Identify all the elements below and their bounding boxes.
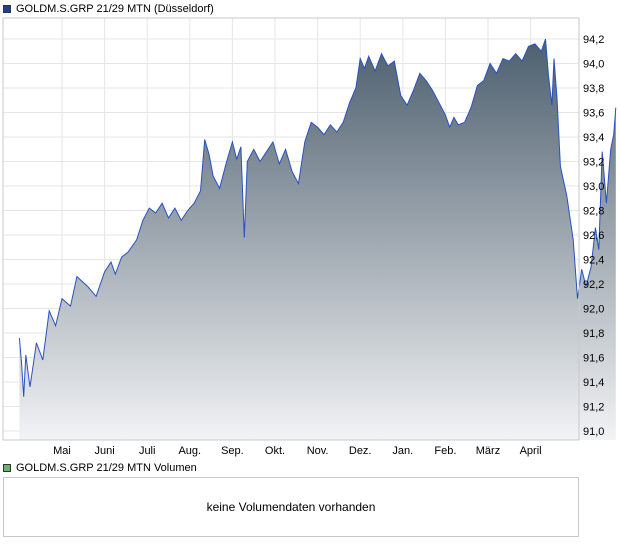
x-tick-label: Jan. xyxy=(392,445,413,457)
y-tick-label: 91,0 xyxy=(583,426,604,438)
y-tick-label: 93,2 xyxy=(583,157,604,169)
legend-volume-label: GOLDM.S.GRP 21/29 MTN Volumen xyxy=(16,462,197,474)
x-tick-label: Dez. xyxy=(349,445,372,457)
x-tick-label: April xyxy=(520,445,542,457)
x-axis: Mai Juni Juli Aug. Sep. Okt. Nov. Dez. Jan. Feb. M… xyxy=(53,445,541,457)
y-tick-label: 93,0 xyxy=(583,181,604,193)
x-tick-label: Juni xyxy=(95,445,115,457)
volume-empty-message: keine Volumendaten vorhanden xyxy=(206,500,376,514)
y-tick-label: 94,2 xyxy=(583,34,604,46)
price-area xyxy=(19,39,616,440)
y-tick-label: 91,6 xyxy=(583,353,604,365)
price-line xyxy=(18,38,617,397)
legend-price-swatch xyxy=(3,5,11,13)
price-chart: 94,2 94,0 93,8 93,6 93,4 93,2 93,0 92,8 92,6 92,4… xyxy=(2,17,617,457)
y-tick-label: 93,6 xyxy=(583,108,604,120)
y-tick-label: 92,2 xyxy=(583,279,604,291)
legend-volume: GOLDM.S.GRP 21/29 MTN Volumen xyxy=(3,461,197,475)
y-tick-label: 93,4 xyxy=(583,132,604,144)
x-tick-label: Aug. xyxy=(178,445,201,457)
y-tick-label: 92,4 xyxy=(583,255,604,267)
x-tick-label: Feb. xyxy=(434,445,456,457)
x-tick-label: Nov. xyxy=(307,445,329,457)
x-tick-label: Juli xyxy=(139,445,156,457)
y-tick-label: 92,0 xyxy=(583,304,604,316)
y-tick-label: 91,4 xyxy=(583,377,604,389)
x-tick-label: Okt. xyxy=(265,445,285,457)
x-tick-label: Sep. xyxy=(221,445,244,457)
legend-price-label: GOLDM.S.GRP 21/29 MTN (Düsseldorf) xyxy=(16,3,214,15)
x-tick-label: Mai xyxy=(53,445,71,457)
plot-frame xyxy=(2,17,580,441)
y-axis: 94,2 94,0 93,8 93,6 93,4 93,2 93,0 92,8 92,6 92,4… xyxy=(583,34,604,438)
y-tick-label: 91,2 xyxy=(583,402,604,414)
y-tick-label: 93,8 xyxy=(583,83,604,95)
x-tick-label: März xyxy=(476,445,500,457)
legend-price: GOLDM.S.GRP 21/29 MTN (Düsseldorf) xyxy=(3,2,214,16)
y-tick-label: 94,0 xyxy=(583,59,604,71)
y-tick-label: 92,8 xyxy=(583,206,604,218)
legend-volume-swatch xyxy=(3,464,11,472)
volume-panel: keine Volumendaten vorhanden xyxy=(3,477,579,537)
y-tick-label: 91,8 xyxy=(583,328,604,340)
y-tick-label: 92,6 xyxy=(583,230,604,242)
